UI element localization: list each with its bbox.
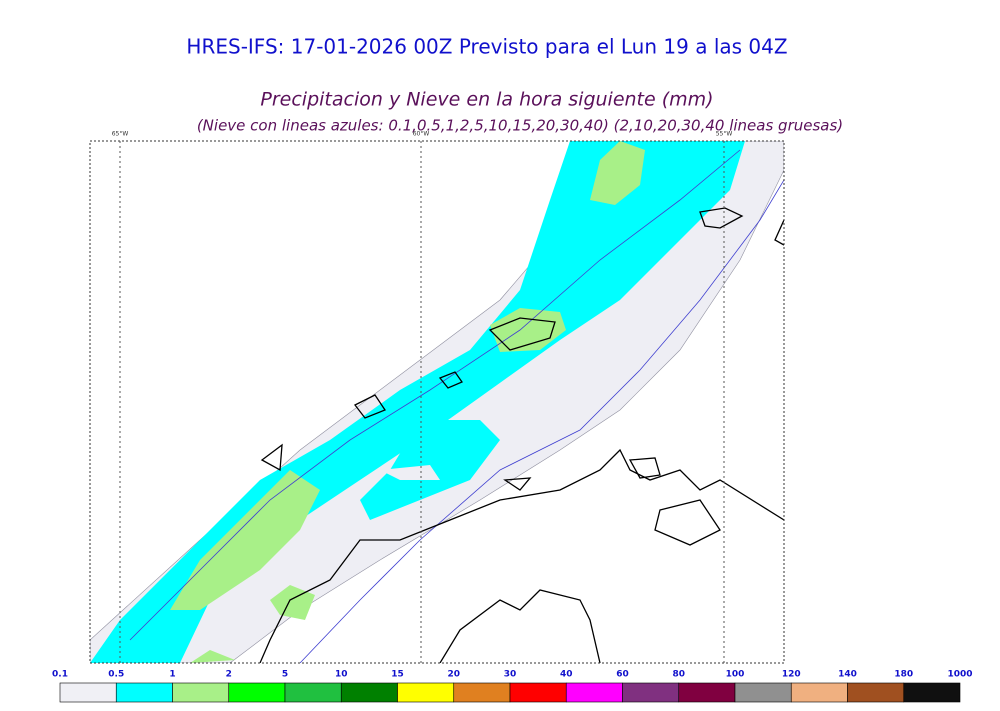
colorbar-swatch xyxy=(115,682,173,703)
colorbar-swatch xyxy=(790,682,848,703)
colorbar-swatch xyxy=(509,682,567,703)
colorbar-swatch xyxy=(397,682,455,703)
colorbar-label: 20 xyxy=(447,670,460,680)
colorbar-label: 180 xyxy=(894,670,913,680)
subtitle: Precipitacion y Nieve en la hora siguien… xyxy=(260,89,713,111)
colorbar-swatch xyxy=(903,682,961,703)
colorbar: 0.1 0.5 1 2 5 10 15 20 30 40 60 80 100 120 140 180 1000 xyxy=(52,670,973,703)
colorbar-swatch xyxy=(847,682,905,703)
colorbar-label: 10 xyxy=(335,670,348,680)
colorbar-swatch xyxy=(734,682,792,703)
colorbar-label: 5 xyxy=(282,670,288,680)
colorbar-swatch xyxy=(59,682,117,703)
colorbar-label: 2 xyxy=(226,670,232,680)
colorbar-swatch xyxy=(340,682,398,703)
colorbar-swatch xyxy=(228,682,286,703)
colorbar-swatch xyxy=(172,682,230,703)
colorbar-label: 0.5 xyxy=(108,670,124,680)
title: HRES-IFS: 17-01-2026 00Z Previsto para e… xyxy=(186,35,787,59)
colorbar-swatch xyxy=(678,682,736,703)
map: 65°W 60°W 55°W xyxy=(89,131,785,664)
colorbar-label: 30 xyxy=(504,670,517,680)
colorbar-label: 140 xyxy=(838,670,857,680)
colorbar-swatch xyxy=(622,682,680,703)
colorbar-label: 80 xyxy=(672,670,685,680)
colorbar-label: 100 xyxy=(726,670,745,680)
colorbar-label: 60 xyxy=(616,670,629,680)
colorbar-label: 0.1 xyxy=(52,670,68,680)
colorbar-label: 15 xyxy=(391,670,404,680)
colorbar-swatch xyxy=(453,682,511,703)
meridian-label: 55°W xyxy=(716,131,733,138)
colorbar-label: 1000 xyxy=(947,670,972,680)
meridian-label: 60°W xyxy=(413,131,430,138)
colorbar-label: 40 xyxy=(560,670,573,680)
note: (Nieve con lineas azules: 0.1,0.5,1,2,5,… xyxy=(197,117,843,135)
colorbar-swatch xyxy=(284,682,342,703)
colorbar-label: 1 xyxy=(169,670,175,680)
colorbar-label: 120 xyxy=(782,670,801,680)
colorbar-swatch xyxy=(565,682,623,703)
meridian-label: 65°W xyxy=(112,131,129,138)
